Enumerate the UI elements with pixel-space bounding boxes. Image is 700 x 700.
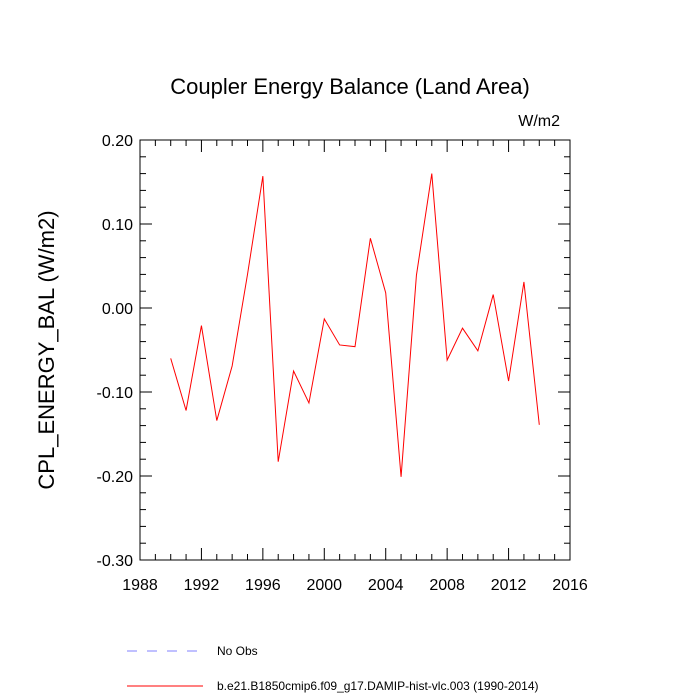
- x-tick-label: 1988: [122, 577, 158, 594]
- y-tick-label: -0.10: [97, 385, 134, 402]
- legend: No Obs b.e21.B1850cmip6.f09_g17.DAMIP-his…: [127, 644, 539, 693]
- chart-title: Coupler Energy Balance (Land Area): [170, 74, 530, 99]
- y-axis-label: CPL_ENERGY_BAL (W/m2): [34, 210, 59, 489]
- x-tick-label: 2004: [368, 577, 404, 594]
- axis-ticks: [139, 139, 571, 561]
- y-tick-label: -0.20: [97, 469, 134, 486]
- x-tick-label: 2012: [491, 577, 527, 594]
- legend-label-2: b.e21.B1850cmip6.f09_g17.DAMIP-hist-vlc.…: [217, 679, 539, 693]
- legend-label-1: No Obs: [217, 644, 258, 658]
- x-tick-label: 1992: [184, 577, 220, 594]
- y-tick-label: 0.00: [102, 301, 133, 318]
- series-line: [170, 173, 540, 477]
- x-tick-label: 2000: [306, 577, 342, 594]
- tick-labels: 1988 1992 1996 2000 2004 2008 2012 2016 -0.30 -0.…: [97, 133, 588, 594]
- series-layer: [170, 173, 540, 477]
- x-tick-label: 2016: [552, 577, 588, 594]
- units-label: W/m2: [518, 113, 560, 130]
- y-tick-label: 0.20: [102, 133, 133, 150]
- y-tick-label: 0.10: [102, 217, 133, 234]
- y-tick-label: -0.30: [97, 553, 134, 570]
- plot-frame: [139, 139, 571, 561]
- x-tick-label: 2008: [429, 577, 465, 594]
- x-tick-label: 1996: [245, 577, 281, 594]
